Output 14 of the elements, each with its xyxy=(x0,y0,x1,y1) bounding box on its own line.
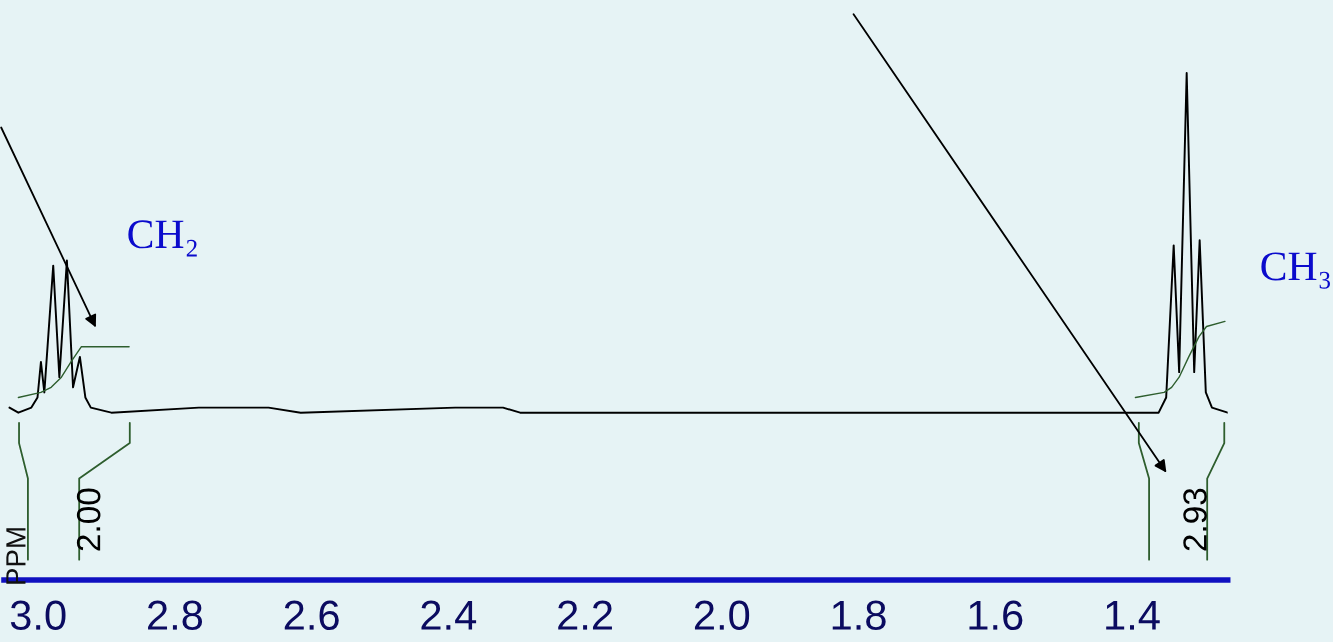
annotation: PPM xyxy=(6,528,26,584)
x-tick-label: 1.6 xyxy=(969,600,1023,631)
x-tick-label: 2.8 xyxy=(148,600,203,631)
x-tick-label: 3.0 xyxy=(10,600,66,631)
x-tick-label: 2.4 xyxy=(421,600,477,630)
annotation: 2.00 xyxy=(76,488,101,551)
annotation: 2.93 xyxy=(1183,488,1207,551)
x-tick-label: 2.2 xyxy=(558,600,612,630)
x-tick-label: 2.0 xyxy=(694,600,750,631)
x-tick-label: 1.4 xyxy=(1106,600,1160,630)
text: CH₃ xyxy=(1261,252,1330,289)
x-tick-label: 2.6 xyxy=(284,600,339,631)
annotation: CH₂ xyxy=(128,220,197,257)
x-tick-label: 1.8 xyxy=(832,600,886,631)
